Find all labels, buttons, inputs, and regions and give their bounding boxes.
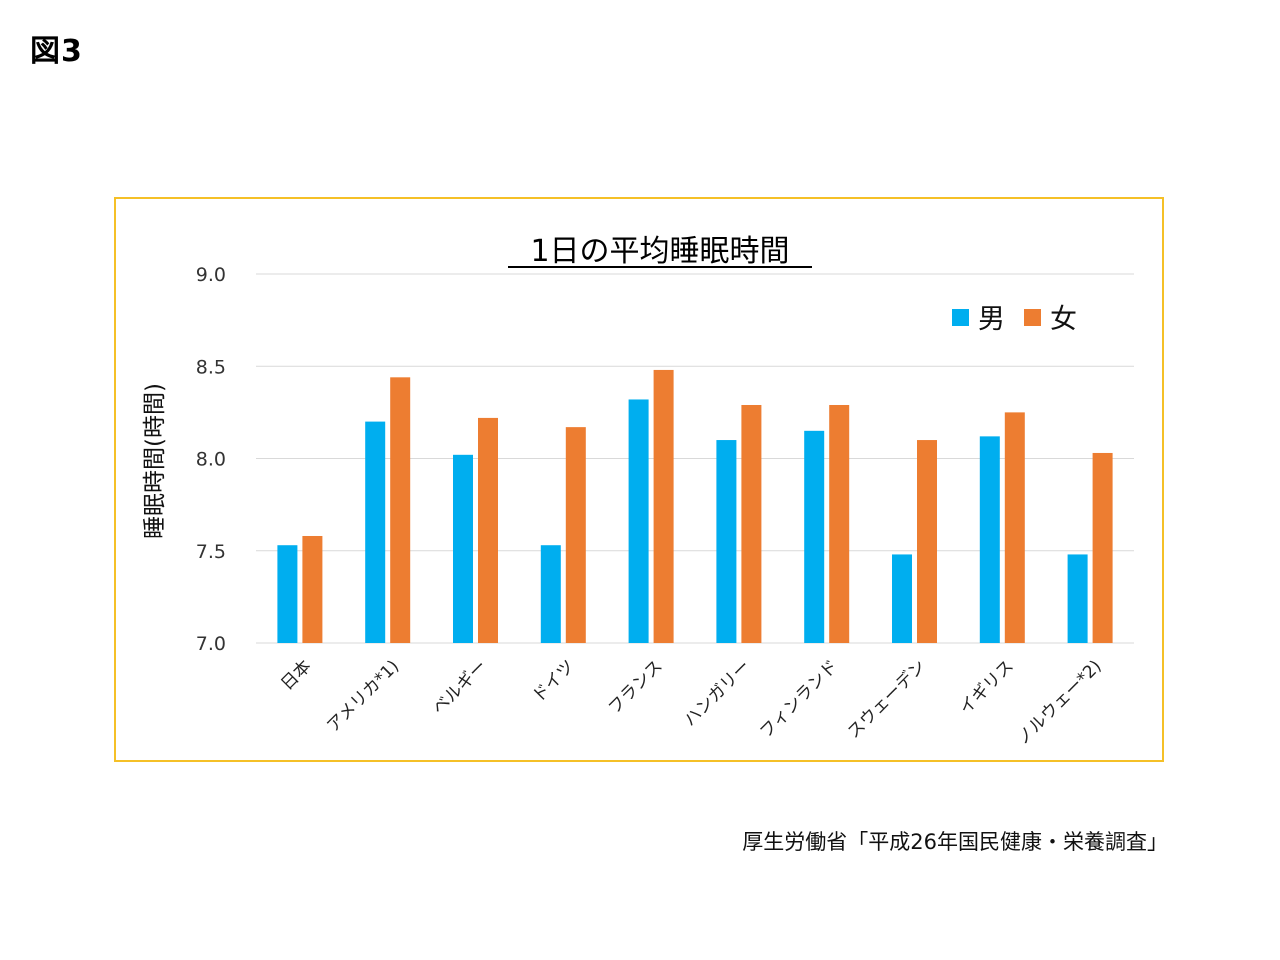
chart-title: 1日の平均睡眠時間 (530, 234, 789, 269)
legend-label: 女 (1050, 304, 1077, 335)
legend-label: 男 (978, 304, 1005, 335)
bar-male (277, 545, 298, 643)
chart-frame: 7.0 7.5 8.0 8.5 9.0 日本 アメリカ*1) ベルギー ドイツ フランス ハンガリ… (114, 197, 1164, 762)
y-tick-label: 8.5 (196, 356, 226, 378)
bars (277, 369, 1113, 643)
bar-male (365, 421, 386, 643)
y-tick-label: 8.0 (196, 449, 226, 471)
bar-male (892, 554, 912, 643)
bar-female (302, 535, 323, 643)
bar-female (390, 377, 411, 643)
y-tick-label: 9.0 (196, 264, 226, 286)
x-category-label: ハンガリー (680, 656, 754, 730)
bar-male (804, 430, 825, 643)
y-tick-label: 7.0 (196, 633, 226, 655)
bar-female (829, 404, 850, 643)
x-category-label: イギリス (956, 656, 1018, 718)
x-category-label: スウェーデン (843, 656, 930, 743)
bar-male (716, 440, 737, 643)
bar-female (478, 417, 498, 643)
sleep-time-bar-chart: 7.0 7.5 8.0 8.5 9.0 日本 アメリカ*1) ベルギー ドイツ フランス ハンガリ… (142, 234, 1134, 749)
x-category-label: アメリカ*1) (323, 656, 403, 736)
bar-female (1004, 412, 1025, 643)
bar-male (1067, 554, 1088, 643)
x-category-label: 日本 (277, 656, 315, 694)
legend: 男女 (952, 304, 1077, 335)
x-category-label: ドイツ (529, 656, 579, 706)
bar-male (628, 399, 649, 643)
bar-male (540, 545, 561, 643)
bar-female (741, 404, 762, 643)
figure-label: 図3 (30, 34, 83, 69)
x-axis-categories: 日本 アメリカ*1) ベルギー ドイツ フランス ハンガリー フィンランド スウェーデン イギリ… (277, 656, 1105, 749)
y-axis-label: 睡眠時間(時間) (142, 383, 168, 539)
x-category-label: ノルウェー*2) (1013, 656, 1106, 749)
legend-swatch (1024, 309, 1041, 326)
legend-swatch (952, 309, 969, 326)
bar-male (453, 454, 473, 643)
x-category-label: フランス (605, 656, 667, 718)
bar-female (1092, 452, 1113, 643)
source-citation: 厚生労働省「平成26年国民健康・栄養調査」 (742, 830, 1168, 854)
bar-female (653, 369, 674, 643)
x-category-label: フィンランド (756, 656, 842, 742)
bar-female (565, 427, 586, 643)
y-tick-label: 7.5 (196, 541, 226, 563)
x-category-label: ベルギー (429, 656, 491, 718)
y-axis-ticks: 7.0 7.5 8.0 8.5 9.0 (196, 264, 226, 655)
bar-female (917, 440, 937, 643)
bar-male (979, 436, 1000, 643)
